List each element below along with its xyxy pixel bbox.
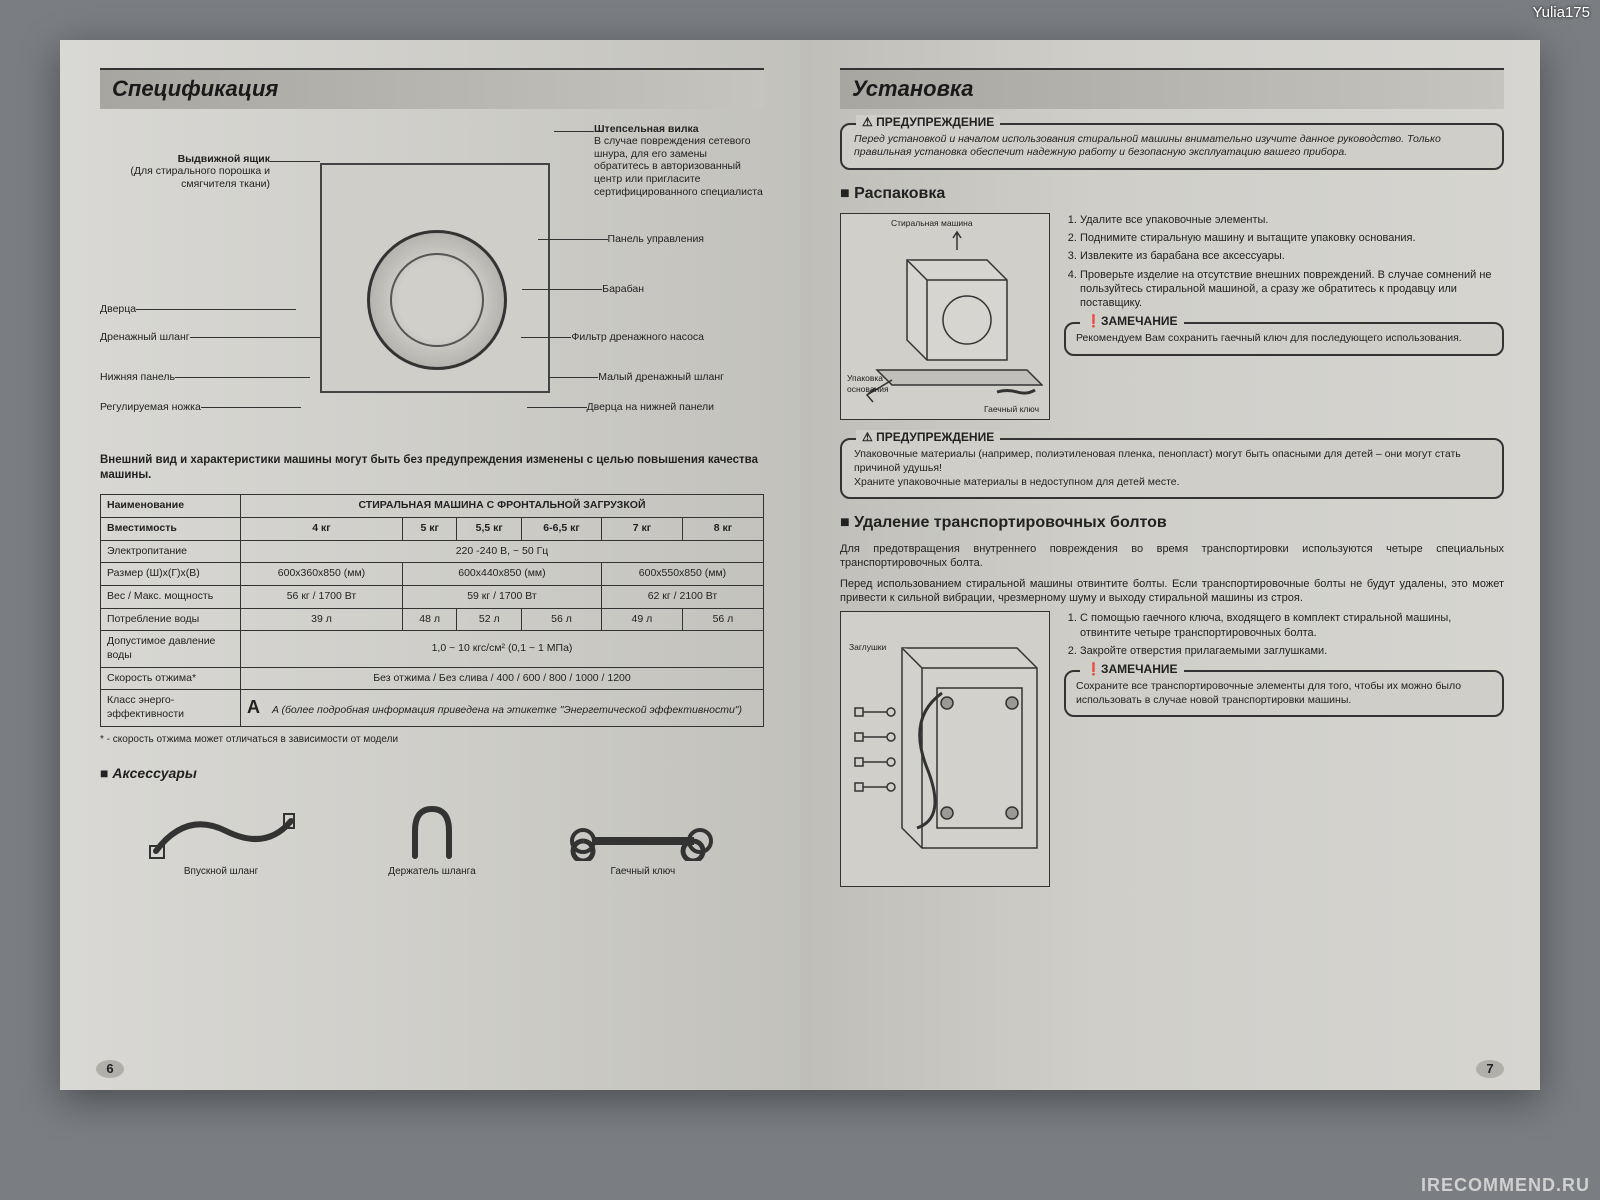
warning-legend: ⚠ ПРЕДУПРЕЖДЕНИЕ: [856, 430, 1000, 446]
bolts-para-2: Перед использованием стиральной машины о…: [840, 577, 1504, 606]
page-right: Установка ⚠ ПРЕДУПРЕЖДЕНИЕ Перед установ…: [800, 40, 1540, 1090]
list-item: С помощью гаечного ключа, входящего в ко…: [1080, 611, 1504, 640]
callout-adj-foot: Регулируемая ножка: [100, 401, 201, 414]
bolts-steps: С помощью гаечного ключа, входящего в ко…: [1064, 611, 1504, 658]
list-item: Проверьте изделие на отсутствие внешних …: [1080, 268, 1504, 311]
callout-lower-door: Дверца на нижней панели: [587, 401, 715, 414]
accessories-row: Впускной шланг Держатель шланга Гаечный …: [100, 788, 764, 878]
section-unpack: Распаковка: [840, 184, 1504, 205]
list-item: Поднимите стиральную машину и вытащите у…: [1080, 231, 1504, 245]
holder-icon: [397, 801, 467, 861]
accessories-title: Аксессуары: [100, 764, 764, 782]
accessory-hose-holder: Держатель шланга: [388, 801, 475, 878]
page-number-right: 7: [1476, 1060, 1504, 1078]
table-row: Потребление воды 39 л 48 л 52 л 56 л 49 …: [101, 608, 764, 631]
disclaimer-text: Внешний вид и характеристики машины могу…: [100, 453, 764, 483]
callout-door: Дверца: [100, 303, 136, 316]
warning-legend: ⚠ ПРЕДУПРЕЖДЕНИЕ: [856, 115, 1000, 131]
table-row: Класс энерго-эффективности AA (более под…: [101, 690, 764, 726]
table-row: Допустимое давление воды 1,0 ~ 10 кгс/см…: [101, 631, 764, 667]
note-legend: ❗ЗАМЕЧАНИЕ: [1080, 662, 1184, 678]
callout-plug: Штепсельная вилка В случае повреждения с…: [594, 123, 764, 199]
table-row: Вместимость 4 кг 5 кг 5,5 кг 6-6,5 кг 7 …: [101, 518, 764, 541]
section-bolts: Удаление транспортировочных болтов: [840, 513, 1504, 534]
page-left: Спецификация Выдвижной ящик (Для стираль…: [60, 40, 800, 1090]
unpack-block: Стиральная машина Упаковка основания Гае…: [840, 213, 1504, 421]
list-item: Удалите все упаковочные элементы.: [1080, 213, 1504, 227]
list-item: Извлеките из барабана все аксессуары.: [1080, 249, 1504, 263]
site-watermark: IRECOMMEND.RU: [1421, 1175, 1590, 1196]
table-row: Скорость отжима* Без отжима / Без слива …: [101, 667, 764, 690]
bolts-block: Заглушки: [840, 611, 1504, 887]
spec-footnote: * - скорость отжима может отличаться в з…: [100, 733, 764, 746]
wrench-icon: [568, 821, 718, 861]
note-legend: ❗ЗАМЕЧАНИЕ: [1080, 314, 1184, 330]
callout-drawer: Выдвижной ящик (Для стирального порошка …: [100, 153, 270, 191]
bolts-illustration: Заглушки: [840, 611, 1050, 887]
callout-control-panel: Панель управления: [608, 233, 704, 246]
callout-drain-hose: Дренажный шланг: [100, 331, 190, 344]
hose-icon: [146, 806, 296, 861]
note-box-bolts: ❗ЗАМЕЧАНИЕ Сохраните все транспортировоч…: [1064, 670, 1504, 717]
bolts-para-1: Для предотвращения внутреннего поврежден…: [840, 542, 1504, 571]
warning-box-2: ⚠ ПРЕДУПРЕЖДЕНИЕ Упаковочные материалы (…: [840, 438, 1504, 499]
spec-table: Наименование СТИРАЛЬНАЯ МАШИНА С ФРОНТАЛ…: [100, 494, 764, 726]
warning-box-1: ⚠ ПРЕДУПРЕЖДЕНИЕ Перед установкой и нача…: [840, 123, 1504, 170]
callout-drum: Барабан: [602, 283, 644, 296]
callout-pump-filter: Фильтр дренажного насоса: [571, 331, 704, 344]
table-row: Размер (Ш)x(Г)x(В) 600x360x850 (мм) 600x…: [101, 563, 764, 586]
unpack-illustration: Стиральная машина Упаковка основания Гае…: [840, 213, 1050, 421]
page-number-left: 6: [96, 1060, 124, 1078]
manual-spread: Спецификация Выдвижной ящик (Для стираль…: [60, 40, 1540, 1090]
drum-icon: [367, 230, 507, 370]
note-box-wrench: ❗ЗАМЕЧАНИЕ Рекомендуем Вам сохранить гае…: [1064, 322, 1504, 356]
list-item: Закройте отверстия прилагаемыми заглушка…: [1080, 644, 1504, 658]
washer-outline: [320, 163, 550, 393]
callout-small-drain: Малый дренажный шланг: [598, 371, 724, 384]
table-row: Наименование СТИРАЛЬНАЯ МАШИНА С ФРОНТАЛ…: [101, 495, 764, 518]
table-row: Электропитание 220 -240 В, ~ 50 Гц: [101, 540, 764, 563]
uploader-name: Yulia175: [1532, 4, 1590, 21]
right-title: Установка: [840, 68, 1504, 109]
washer-diagram: Выдвижной ящик (Для стирального порошка …: [100, 123, 764, 443]
table-row: Вес / Макс. мощность 56 кг / 1700 Вт 59 …: [101, 586, 764, 609]
left-title: Спецификация: [100, 68, 764, 109]
callout-lower-panel: Нижняя панель: [100, 371, 175, 384]
accessory-wrench: Гаечный ключ: [568, 821, 718, 878]
unpack-steps: Удалите все упаковочные элементы. Подним…: [1064, 213, 1504, 311]
accessory-inlet-hose: Впускной шланг: [146, 806, 296, 878]
